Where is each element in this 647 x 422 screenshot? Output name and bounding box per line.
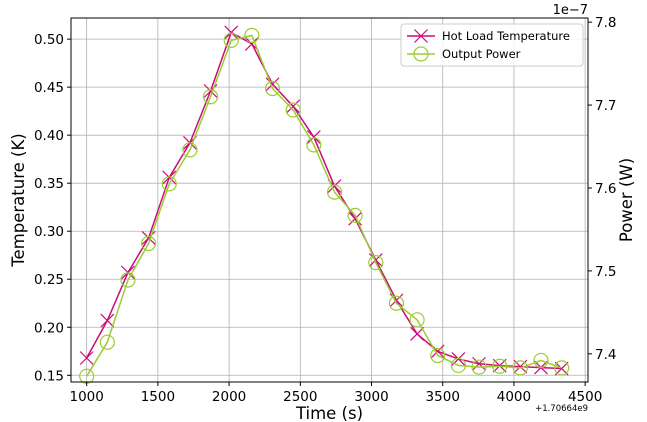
y2-tick-label: 7.5 xyxy=(595,264,616,280)
data-point xyxy=(472,356,486,371)
y2-tick-label: 7.7 xyxy=(595,98,616,114)
data-point xyxy=(79,351,94,365)
data-point xyxy=(141,231,156,245)
data-point xyxy=(120,272,136,288)
data-point xyxy=(410,327,425,341)
data-point xyxy=(512,360,528,376)
x-tick-label: 4500 xyxy=(568,389,602,405)
data-point xyxy=(202,89,219,105)
x-tick-label: 3000 xyxy=(354,389,388,405)
data-point xyxy=(286,99,301,114)
data-point xyxy=(306,137,322,153)
legend-marker xyxy=(414,29,428,43)
data-point xyxy=(161,176,177,192)
y-tick-label: 0.15 xyxy=(34,368,64,384)
y2-tick-label: 7.6 xyxy=(595,181,616,197)
legend-label: Hot Load Temperature xyxy=(442,29,570,43)
x-tick-label: 1000 xyxy=(69,389,103,405)
y-tick-label: 0.25 xyxy=(34,272,64,288)
legend-item: Hot Load Temperature xyxy=(407,29,570,43)
data-point xyxy=(99,334,115,350)
legend-item: Output Power xyxy=(407,46,521,62)
legend-box xyxy=(400,23,584,67)
data-point xyxy=(347,207,363,223)
data-point xyxy=(265,77,280,92)
data-point xyxy=(430,347,446,364)
x-tick-label: 2500 xyxy=(283,389,317,405)
series-line xyxy=(86,34,562,377)
data-point xyxy=(409,312,425,328)
x-axis-offset-text: +1.70664e9 xyxy=(535,404,588,414)
y2-tick-label: 7.8 xyxy=(595,15,616,31)
data-point xyxy=(533,352,549,369)
data-point xyxy=(306,130,321,145)
data-point xyxy=(554,360,570,376)
data-point xyxy=(450,357,466,374)
data-point xyxy=(326,184,343,200)
y-axis-ticks: 0.15 0.20 0.25 0.30 0.35 0.40 0.45 0.50 xyxy=(34,32,71,384)
y2-axis-ticks: 7.4 7.5 7.6 7.7 7.8 xyxy=(588,15,616,363)
data-point xyxy=(223,32,239,48)
y-tick-label: 0.40 xyxy=(34,128,64,144)
data-point xyxy=(471,359,487,375)
legend-marker xyxy=(413,46,429,62)
data-point xyxy=(285,102,301,118)
data-point xyxy=(182,142,198,158)
data-point xyxy=(244,27,260,44)
series-0 xyxy=(79,25,569,376)
legend-label: Output Power xyxy=(442,47,521,61)
plot-series xyxy=(79,25,570,384)
y-tick-label: 0.20 xyxy=(34,320,64,336)
y2-axis-scale-text: 1e−7 xyxy=(553,3,588,18)
y2-axis-title: Power (W) xyxy=(617,158,636,242)
x-tick-label: 4000 xyxy=(497,389,531,405)
data-point xyxy=(348,211,363,226)
data-point xyxy=(492,358,508,374)
data-point xyxy=(368,255,384,271)
data-point xyxy=(141,235,157,252)
series-1 xyxy=(79,27,570,384)
plot-frame xyxy=(70,17,589,383)
data-point xyxy=(388,295,405,311)
y-tick-label: 0.45 xyxy=(34,80,64,96)
series-line xyxy=(86,31,562,370)
x-tick-label: 2000 xyxy=(212,389,246,405)
data-point xyxy=(368,253,383,267)
x-axis-ticks: 1000 1500 2000 2500 3000 3500 4000 4500 xyxy=(69,382,602,405)
x-tick-label: 1500 xyxy=(141,389,175,405)
y-tick-label: 0.50 xyxy=(34,32,64,48)
y-tick-label: 0.30 xyxy=(34,224,64,240)
data-point xyxy=(264,80,281,97)
y-tick-label: 0.35 xyxy=(34,176,64,192)
data-point xyxy=(100,313,115,328)
legend: Hot Load Temperature Output Power xyxy=(400,23,584,67)
y-axis-title: Temperature (K) xyxy=(9,133,28,267)
x-tick-label: 3500 xyxy=(426,389,460,405)
x-axis-title: Time (s) xyxy=(295,404,363,422)
grid-lines xyxy=(71,18,588,382)
legend-items: Hot Load Temperature Output Power xyxy=(407,29,570,62)
y2-tick-label: 7.4 xyxy=(595,347,616,363)
data-point xyxy=(224,25,239,40)
